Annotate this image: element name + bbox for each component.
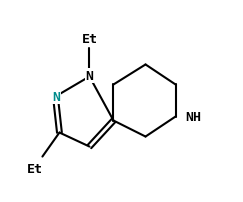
Text: N: N xyxy=(52,90,61,103)
Text: N: N xyxy=(86,70,94,83)
Text: Et: Et xyxy=(81,33,97,46)
Text: NH: NH xyxy=(186,110,202,123)
Text: Et: Et xyxy=(26,162,42,175)
